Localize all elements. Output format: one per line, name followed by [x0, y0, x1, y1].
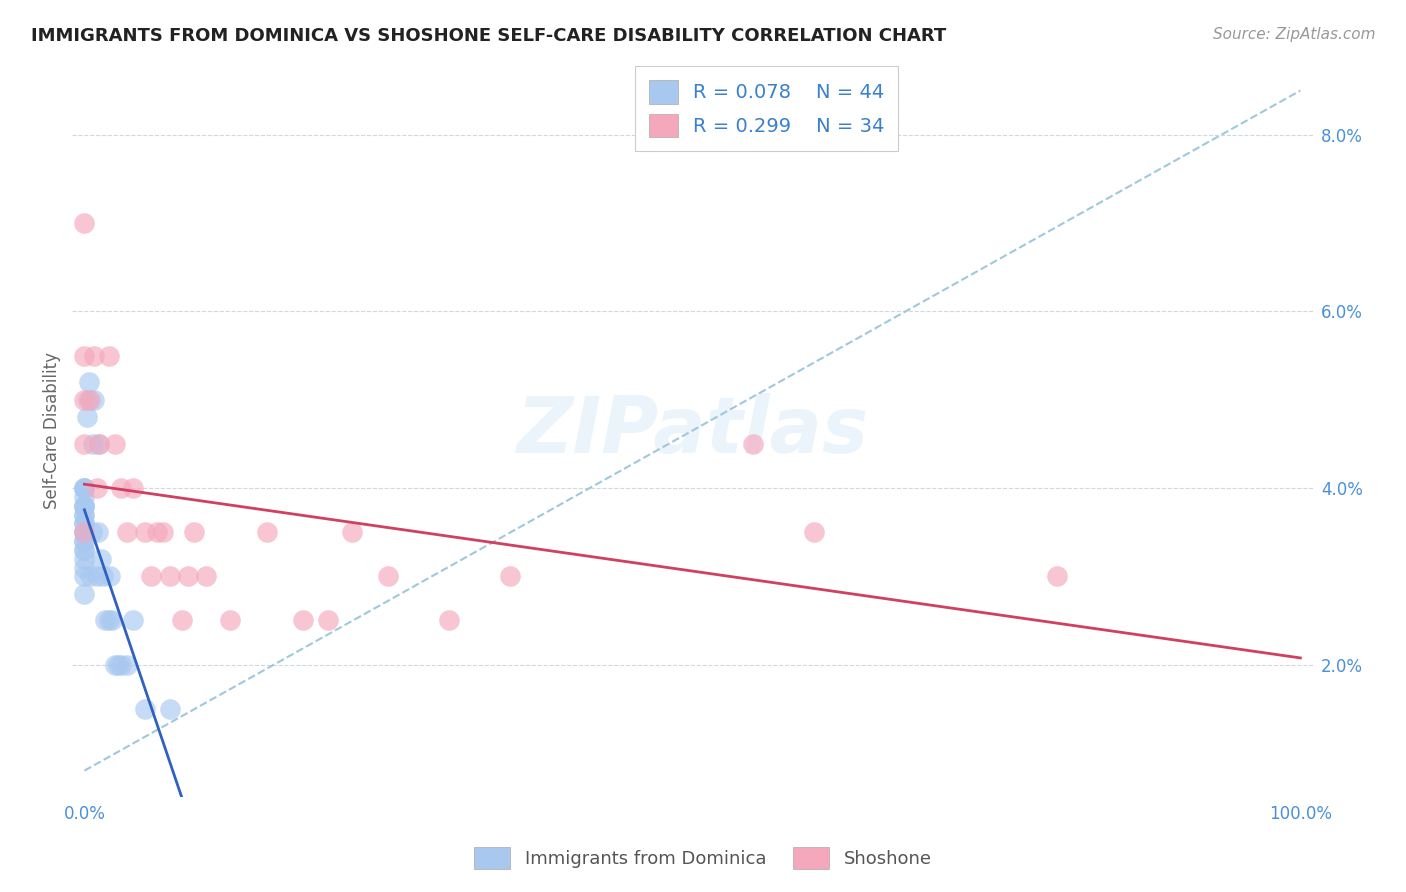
Point — [77, 392, 100, 407]
Point — [90, 551, 112, 566]
Point — [73, 587, 96, 601]
Point — [73, 516, 96, 531]
Point — [107, 657, 129, 672]
Point — [87, 437, 110, 451]
Point — [87, 525, 110, 540]
Point — [104, 437, 127, 451]
Point — [292, 614, 315, 628]
Point — [134, 525, 156, 540]
Point — [79, 392, 101, 407]
Point — [122, 481, 145, 495]
Point — [141, 569, 163, 583]
Point — [76, 410, 98, 425]
Point — [73, 499, 96, 513]
Point — [122, 614, 145, 628]
Point — [73, 508, 96, 522]
Point — [77, 375, 100, 389]
Point — [73, 534, 96, 549]
Point — [79, 569, 101, 583]
Point — [83, 392, 105, 407]
Point — [115, 525, 138, 540]
Point — [195, 569, 218, 583]
Point — [73, 481, 96, 495]
Point — [115, 657, 138, 672]
Point — [73, 481, 96, 495]
Point — [499, 569, 522, 583]
Point — [98, 569, 121, 583]
Point — [73, 481, 96, 495]
Point — [87, 437, 110, 451]
Point — [94, 614, 117, 628]
Point — [73, 349, 96, 363]
Point — [73, 525, 96, 540]
Point — [437, 614, 460, 628]
Point — [177, 569, 200, 583]
Point — [159, 702, 181, 716]
Point — [73, 490, 96, 504]
Point — [152, 525, 174, 540]
Point — [1046, 569, 1069, 583]
Point — [316, 614, 339, 628]
Point — [73, 499, 96, 513]
Point — [104, 657, 127, 672]
Point — [73, 216, 96, 230]
Point — [340, 525, 363, 540]
Point — [101, 614, 124, 628]
Point — [183, 525, 205, 540]
Point — [146, 525, 169, 540]
Point — [83, 349, 105, 363]
Text: Source: ZipAtlas.com: Source: ZipAtlas.com — [1212, 27, 1375, 42]
Legend: R = 0.078    N = 44, R = 0.299    N = 34: R = 0.078 N = 44, R = 0.299 N = 34 — [636, 66, 898, 151]
Legend: Immigrants from Dominica, Shoshone: Immigrants from Dominica, Shoshone — [465, 838, 941, 879]
Point — [110, 481, 132, 495]
Point — [377, 569, 399, 583]
Point — [91, 569, 114, 583]
Point — [256, 525, 278, 540]
Point — [80, 525, 103, 540]
Text: ZIPatlas: ZIPatlas — [516, 392, 869, 468]
Point — [170, 614, 193, 628]
Point — [73, 525, 96, 540]
Point — [73, 499, 96, 513]
Point — [73, 534, 96, 549]
Point — [742, 437, 765, 451]
Point — [73, 392, 96, 407]
Point — [803, 525, 825, 540]
Point — [97, 349, 120, 363]
Point — [73, 525, 96, 540]
Point — [73, 569, 96, 583]
Point — [97, 614, 120, 628]
Point — [159, 569, 181, 583]
Text: IMMIGRANTS FROM DOMINICA VS SHOSHONE SELF-CARE DISABILITY CORRELATION CHART: IMMIGRANTS FROM DOMINICA VS SHOSHONE SEL… — [31, 27, 946, 45]
Point — [219, 614, 242, 628]
Point — [73, 542, 96, 557]
Point — [86, 569, 108, 583]
Point — [73, 437, 96, 451]
Point — [73, 542, 96, 557]
Point — [110, 657, 132, 672]
Point — [73, 551, 96, 566]
Point — [73, 508, 96, 522]
Point — [82, 437, 104, 451]
Point — [73, 560, 96, 574]
Point — [134, 702, 156, 716]
Y-axis label: Self-Care Disability: Self-Care Disability — [44, 352, 60, 509]
Point — [86, 481, 108, 495]
Point — [73, 516, 96, 531]
